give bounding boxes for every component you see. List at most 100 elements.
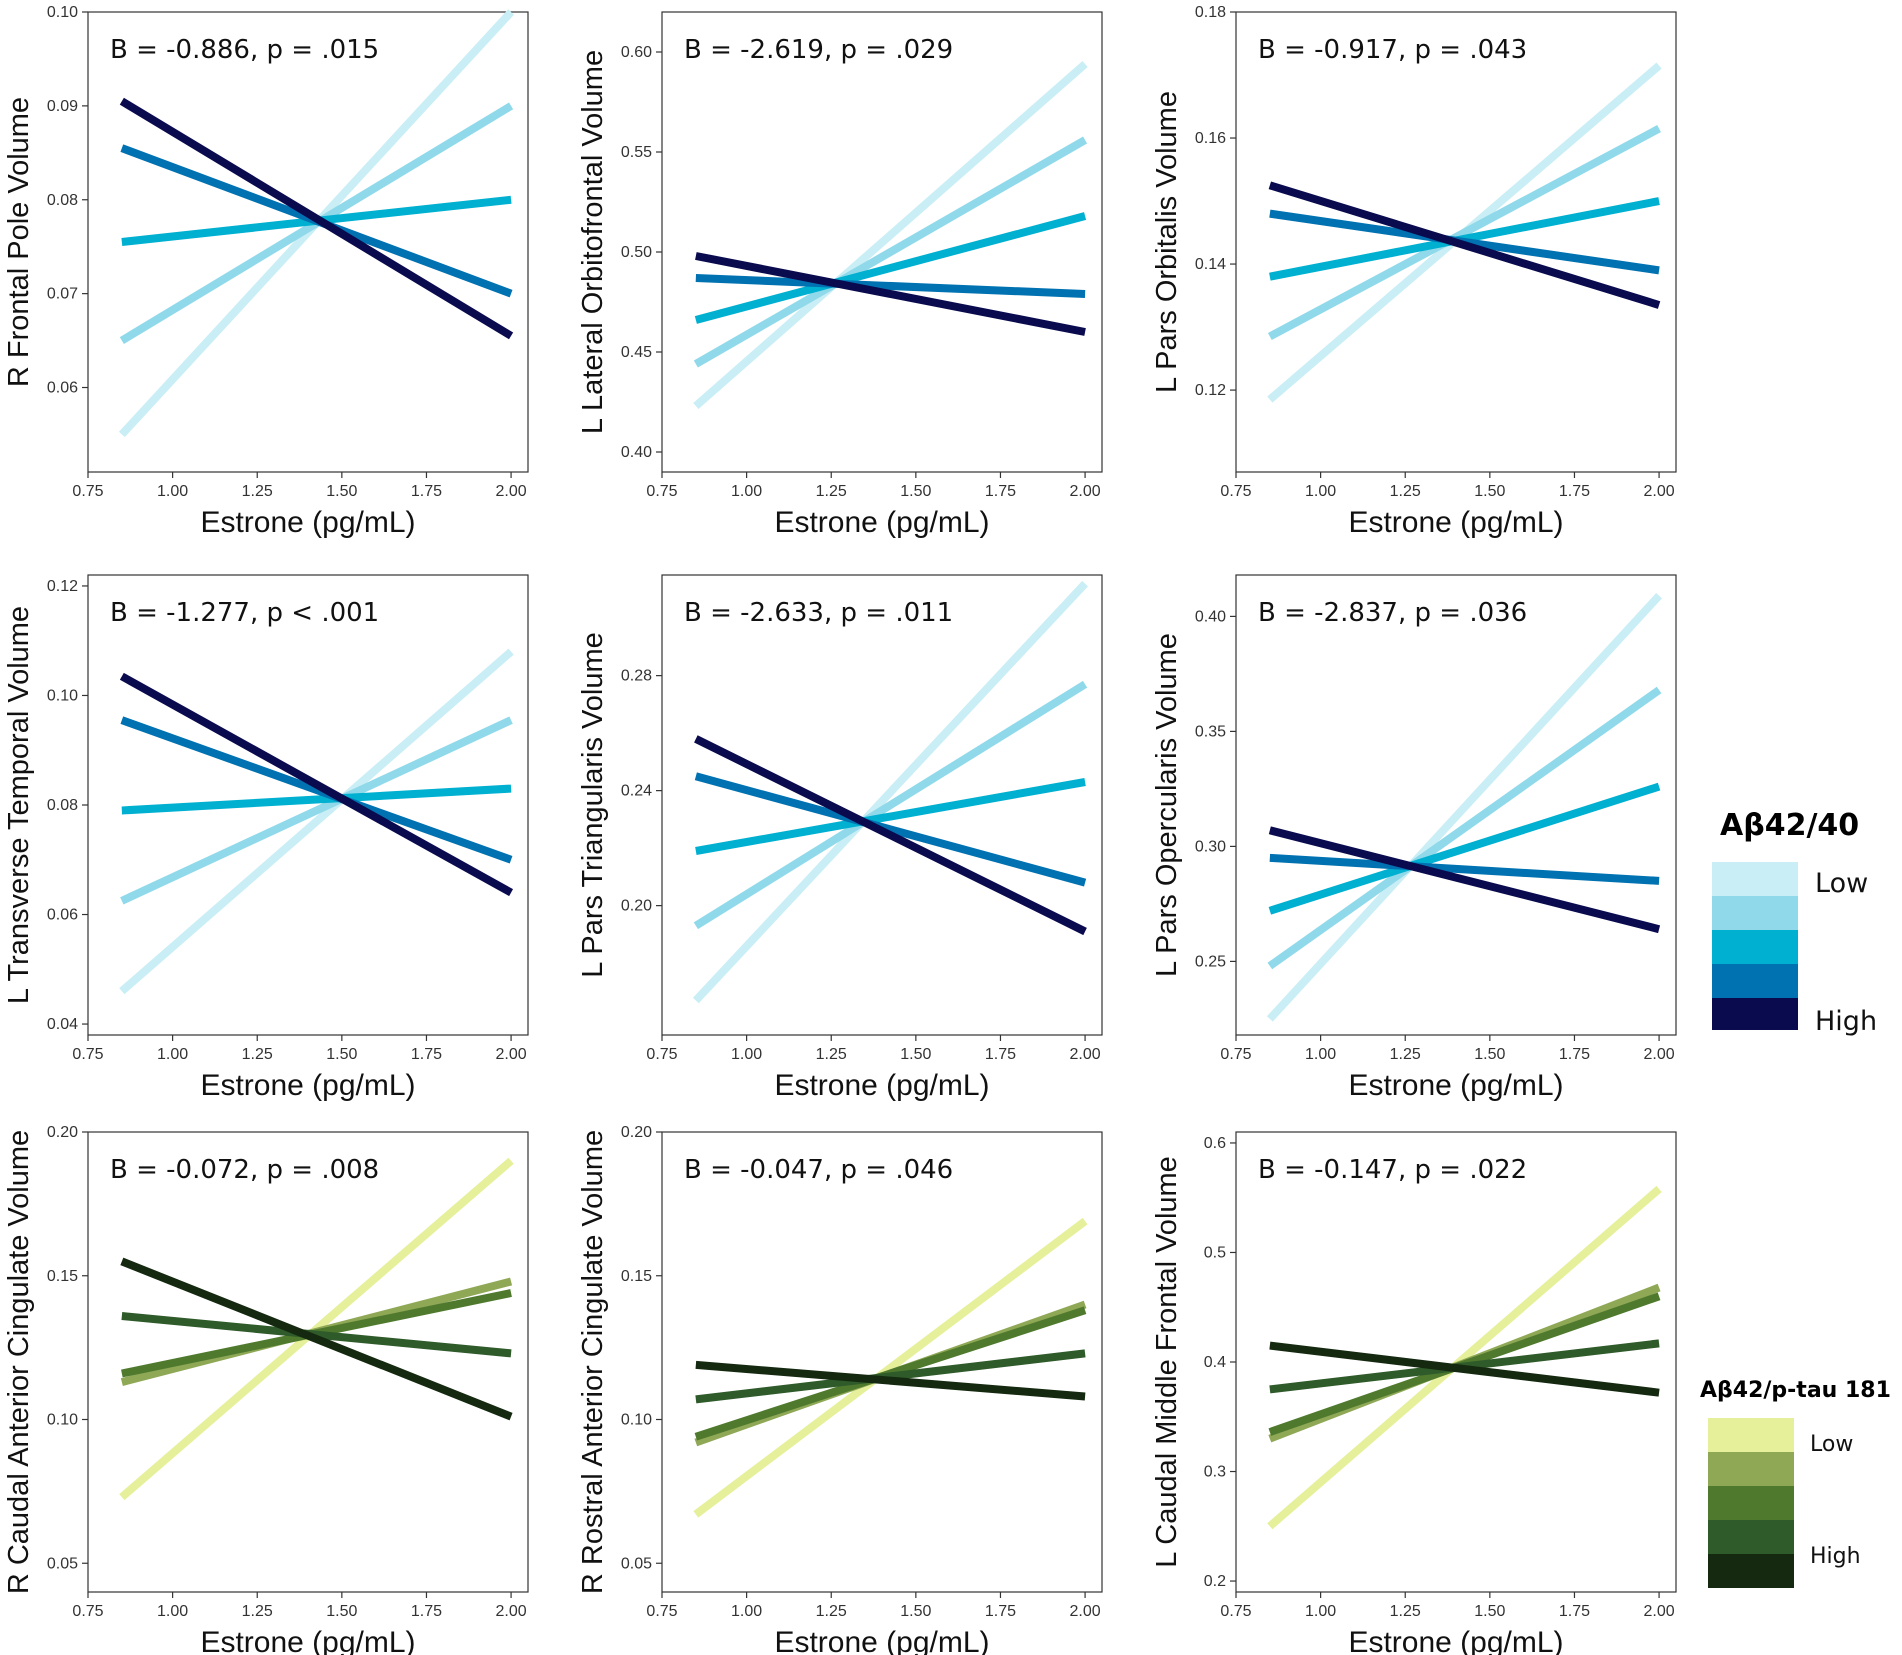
y-tick-label: 0.24 (621, 783, 652, 800)
x-tick-label: 0.75 (1220, 483, 1251, 500)
chart-panel-2: 0.75 1.00 1.25 1.50 1.75 2.00 0.40 0.45 0.50 0.55… (577, 11, 1103, 539)
series-line-mid-high (120, 716, 513, 864)
y-axis-label: L Caudal Middle Frontal Volume (1151, 1156, 1183, 1568)
x-tick-label: 2.00 (1070, 483, 1101, 500)
stats-annotation: B = -2.837, p = .036 (1258, 598, 1527, 628)
y-tick-label: 0.25 (1195, 953, 1226, 970)
legend-swatch-1 (1712, 862, 1798, 896)
x-tick-label: 1.00 (1305, 1046, 1336, 1063)
x-axis-label: Estrone (pg/mL) (1348, 506, 1563, 539)
x-tick-label: 2.00 (1070, 1046, 1101, 1063)
y-tick-label: 0.06 (47, 380, 78, 397)
y-tick-label: 0.3 (1204, 1464, 1226, 1481)
y-axis-label: R Frontal Pole Volume (3, 97, 35, 387)
x-axis-label: Estrone (pg/mL) (200, 1069, 415, 1102)
x-axis-label: Estrone (pg/mL) (774, 1069, 989, 1102)
x-tick-label: 1.50 (900, 1603, 931, 1620)
x-tick-label: 1.00 (731, 1603, 762, 1620)
y-tick-label: 0.20 (621, 1124, 652, 1141)
y-axis-label: L Pars Triangularis Volume (577, 632, 609, 977)
legend-swatches (1712, 862, 1798, 1030)
series-line-high (695, 252, 1086, 336)
y-tick-label: 0.09 (47, 98, 78, 115)
x-tick-label: 1.75 (985, 1603, 1016, 1620)
y-axis-label: L Lateral Orbitofrontal Volume (577, 50, 609, 434)
series-line-low-mid (1267, 125, 1661, 341)
stats-annotation: B = -0.072, p = .008 (110, 1155, 379, 1185)
legend-swatch-3 (1712, 930, 1798, 964)
x-tick-label: 2.00 (1644, 483, 1675, 500)
stats-annotation: B = -0.917, p = .043 (1258, 35, 1527, 65)
series-line-mid (694, 212, 1087, 324)
series-line-low (1266, 592, 1663, 1022)
series-line-mid-high (695, 1349, 1086, 1404)
stats-annotation: B = -0.886, p = .015 (110, 35, 379, 65)
x-tick-label: 1.25 (1390, 1603, 1421, 1620)
y-tick-label: 0.15 (47, 1268, 78, 1285)
legend-swatch-2 (1712, 896, 1798, 930)
y-tick-label: 0.45 (621, 344, 652, 361)
y-axis-label: R Caudal Anterior Cingulate Volume (3, 1130, 35, 1594)
series-line-high (119, 672, 514, 897)
series-line-mid (695, 778, 1086, 855)
y-tick-label: 0.07 (47, 286, 78, 303)
series-line-mid (1268, 782, 1661, 915)
x-axis-label: Estrone (pg/mL) (1348, 1069, 1563, 1102)
y-tick-label: 0.04 (47, 1016, 78, 1033)
x-tick-label: 1.50 (326, 1046, 357, 1063)
x-tick-label: 2.00 (1070, 1603, 1101, 1620)
x-tick-label: 1.75 (1559, 1046, 1590, 1063)
y-axis-label: R Rostral Anterior Cingulate Volume (577, 1130, 609, 1594)
x-tick-label: 0.75 (646, 483, 677, 500)
series-line-mid-high (1269, 853, 1660, 885)
y-tick-label: 0.05 (621, 1555, 652, 1572)
x-tick-label: 1.75 (1559, 483, 1590, 500)
series-line-low (119, 648, 514, 995)
y-tick-label: 0.12 (47, 578, 78, 595)
chart-panel-4: 0.75 1.00 1.25 1.50 1.75 2.00 0.04 0.06 0.08 0.10… (3, 574, 529, 1102)
chart-panel-9: 0.75 1.00 1.25 1.50 1.75 2.00 0.2 0.3 0.4 0.5 0.6 E… (1151, 1131, 1677, 1655)
x-tick-label: 1.25 (1390, 483, 1421, 500)
x-tick-label: 1.50 (900, 1046, 931, 1063)
y-tick-label: 0.08 (47, 192, 78, 209)
x-tick-label: 0.75 (646, 1603, 677, 1620)
chart-panel-1: 0.75 1.00 1.25 1.50 1.75 2.00 0.06 0.07 0.08 0.09… (3, 4, 529, 539)
x-tick-label: 1.25 (242, 1603, 273, 1620)
series-line-high (119, 97, 514, 340)
y-tick-label: 0.16 (1195, 130, 1226, 147)
x-tick-label: 1.00 (157, 1603, 188, 1620)
legend-swatch-5 (1712, 998, 1798, 1030)
chart-panel-5: 0.75 1.00 1.25 1.50 1.75 2.00 0.20 0.24 0.28 Estr… (577, 574, 1103, 1102)
x-tick-label: 1.50 (326, 483, 357, 500)
legend-swatches (1708, 1418, 1794, 1588)
x-tick-label: 1.25 (816, 483, 847, 500)
chart-panel-6: 0.75 1.00 1.25 1.50 1.75 2.00 0.25 0.30 0.35 0.40… (1151, 574, 1677, 1102)
legend-low-label: Low (1815, 868, 1869, 899)
x-tick-label: 1.75 (985, 1046, 1016, 1063)
legend-abeta4240: Aβ42/40 Low High (1700, 808, 1900, 1048)
series-line-low-mid (693, 680, 1088, 930)
x-tick-label: 2.00 (496, 1603, 527, 1620)
y-tick-label: 0.05 (47, 1555, 78, 1572)
series-line-low-mid (693, 136, 1088, 368)
stats-annotation: B = -2.633, p = .011 (684, 598, 953, 628)
x-tick-label: 1.50 (326, 1603, 357, 1620)
x-tick-label: 1.00 (1305, 1603, 1336, 1620)
x-axis-label: Estrone (pg/mL) (774, 1626, 989, 1655)
x-tick-label: 1.50 (900, 483, 931, 500)
y-tick-label: 0.14 (1195, 256, 1226, 273)
y-tick-label: 0.60 (621, 44, 652, 61)
y-tick-label: 0.08 (47, 797, 78, 814)
x-tick-label: 2.00 (1644, 1046, 1675, 1063)
y-tick-label: 0.28 (621, 668, 652, 685)
legend-swatch-4 (1708, 1520, 1794, 1554)
y-tick-label: 0.15 (621, 1268, 652, 1285)
y-tick-label: 0.12 (1195, 382, 1226, 399)
series-line-mid-high (121, 1312, 512, 1358)
x-tick-label: 0.75 (646, 1046, 677, 1063)
x-tick-label: 1.25 (242, 1046, 273, 1063)
x-tick-label: 2.00 (496, 483, 527, 500)
series-line-high (120, 1257, 513, 1421)
legend-abeta42ptau: Aβ42/p-tau 181 Low High (1690, 1372, 1900, 1592)
